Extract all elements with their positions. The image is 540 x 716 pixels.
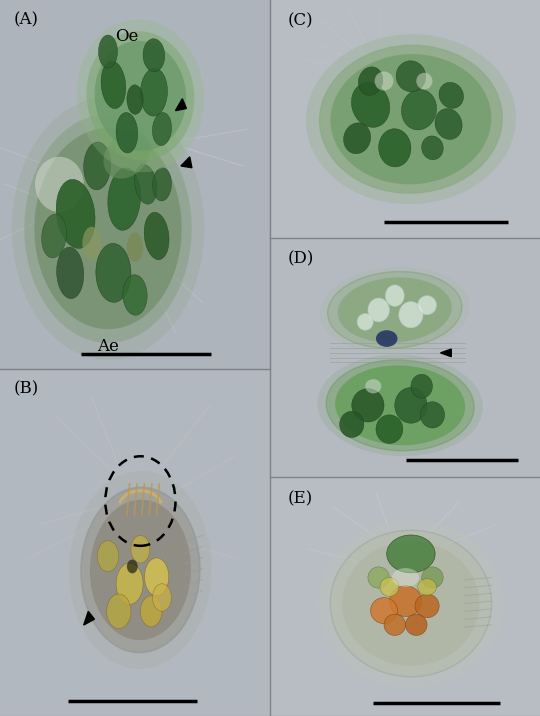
Ellipse shape bbox=[318, 519, 504, 688]
Text: (C): (C) bbox=[287, 12, 313, 29]
Ellipse shape bbox=[152, 112, 172, 145]
Ellipse shape bbox=[439, 82, 463, 108]
Ellipse shape bbox=[56, 180, 95, 248]
Ellipse shape bbox=[153, 584, 172, 611]
Ellipse shape bbox=[145, 558, 168, 596]
Ellipse shape bbox=[340, 411, 364, 437]
Ellipse shape bbox=[368, 298, 389, 322]
Text: Ae: Ae bbox=[97, 338, 119, 355]
Ellipse shape bbox=[420, 402, 444, 428]
Text: (B): (B) bbox=[14, 380, 39, 397]
Polygon shape bbox=[84, 611, 94, 625]
Ellipse shape bbox=[326, 360, 474, 450]
Ellipse shape bbox=[123, 275, 147, 315]
Ellipse shape bbox=[103, 131, 151, 178]
Ellipse shape bbox=[411, 374, 433, 398]
Text: (A): (A) bbox=[14, 11, 38, 28]
Ellipse shape bbox=[357, 314, 373, 330]
Ellipse shape bbox=[338, 277, 452, 342]
Ellipse shape bbox=[416, 73, 433, 90]
Ellipse shape bbox=[320, 267, 470, 353]
Ellipse shape bbox=[406, 614, 427, 635]
Ellipse shape bbox=[401, 90, 436, 130]
Text: (E): (E) bbox=[287, 490, 313, 507]
Ellipse shape bbox=[98, 35, 118, 68]
Ellipse shape bbox=[127, 84, 143, 115]
Ellipse shape bbox=[330, 531, 491, 677]
Ellipse shape bbox=[320, 45, 502, 193]
Ellipse shape bbox=[140, 596, 162, 626]
Ellipse shape bbox=[35, 157, 84, 212]
Ellipse shape bbox=[365, 379, 381, 393]
Ellipse shape bbox=[396, 61, 426, 92]
Ellipse shape bbox=[375, 72, 394, 91]
Polygon shape bbox=[176, 99, 186, 111]
Ellipse shape bbox=[106, 594, 131, 629]
Ellipse shape bbox=[69, 471, 212, 669]
Ellipse shape bbox=[380, 578, 399, 596]
Ellipse shape bbox=[42, 214, 66, 258]
Ellipse shape bbox=[116, 563, 143, 604]
Ellipse shape bbox=[376, 330, 397, 347]
Ellipse shape bbox=[134, 165, 157, 204]
Ellipse shape bbox=[84, 142, 111, 190]
Ellipse shape bbox=[342, 541, 480, 666]
Ellipse shape bbox=[370, 598, 397, 624]
Ellipse shape bbox=[415, 594, 439, 618]
Ellipse shape bbox=[328, 271, 462, 348]
Ellipse shape bbox=[35, 128, 181, 329]
Ellipse shape bbox=[399, 301, 423, 328]
Ellipse shape bbox=[86, 32, 194, 160]
Ellipse shape bbox=[379, 129, 411, 167]
Ellipse shape bbox=[101, 61, 126, 109]
Ellipse shape bbox=[127, 560, 138, 574]
Ellipse shape bbox=[389, 586, 422, 616]
Ellipse shape bbox=[376, 415, 403, 443]
Ellipse shape bbox=[24, 115, 192, 343]
Ellipse shape bbox=[384, 614, 406, 635]
Ellipse shape bbox=[352, 82, 390, 127]
Ellipse shape bbox=[422, 567, 443, 588]
Ellipse shape bbox=[81, 488, 200, 652]
Ellipse shape bbox=[96, 243, 131, 302]
Ellipse shape bbox=[127, 232, 143, 262]
Ellipse shape bbox=[392, 568, 419, 587]
Ellipse shape bbox=[359, 67, 383, 95]
Ellipse shape bbox=[435, 109, 462, 140]
Ellipse shape bbox=[77, 19, 204, 173]
Text: (D): (D) bbox=[287, 251, 314, 267]
Ellipse shape bbox=[306, 34, 516, 204]
Ellipse shape bbox=[116, 112, 138, 153]
Ellipse shape bbox=[97, 541, 119, 571]
Ellipse shape bbox=[57, 247, 84, 299]
Ellipse shape bbox=[330, 54, 491, 184]
Ellipse shape bbox=[387, 535, 435, 573]
Ellipse shape bbox=[395, 387, 427, 423]
Ellipse shape bbox=[108, 168, 140, 231]
Ellipse shape bbox=[152, 168, 172, 201]
Polygon shape bbox=[181, 157, 192, 168]
Ellipse shape bbox=[140, 68, 167, 116]
Ellipse shape bbox=[343, 123, 370, 154]
Text: Oe: Oe bbox=[115, 29, 139, 45]
Ellipse shape bbox=[422, 136, 443, 160]
Ellipse shape bbox=[143, 39, 165, 72]
Ellipse shape bbox=[12, 97, 204, 360]
Ellipse shape bbox=[368, 567, 389, 588]
Ellipse shape bbox=[335, 365, 465, 445]
Ellipse shape bbox=[94, 41, 186, 151]
Ellipse shape bbox=[83, 227, 102, 260]
Ellipse shape bbox=[352, 389, 384, 422]
Ellipse shape bbox=[90, 500, 191, 640]
Ellipse shape bbox=[131, 536, 150, 563]
Ellipse shape bbox=[318, 354, 483, 456]
Ellipse shape bbox=[386, 285, 404, 306]
Ellipse shape bbox=[417, 296, 436, 315]
Polygon shape bbox=[441, 349, 451, 357]
Ellipse shape bbox=[144, 213, 169, 260]
Ellipse shape bbox=[417, 579, 436, 595]
